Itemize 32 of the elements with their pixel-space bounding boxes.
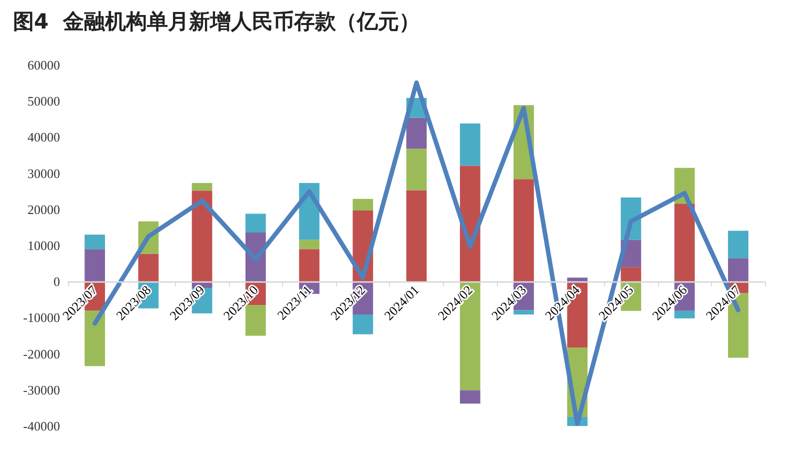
bar (406, 190, 427, 282)
bar (352, 198, 374, 210)
bar (406, 118, 427, 149)
bar (192, 190, 212, 282)
bar (674, 204, 695, 282)
y-tick-label: 50000 (28, 94, 60, 109)
bar (299, 240, 320, 250)
y-tick-label: 10000 (28, 238, 60, 253)
bar (460, 123, 480, 166)
y-tick-label: 0 (54, 274, 60, 290)
y-tick-label: -30000 (23, 382, 60, 398)
y-tick-label: -10000 (23, 310, 60, 326)
bar (620, 267, 642, 282)
y-tick-label: 30000 (28, 166, 60, 181)
y-tick-label: 60000 (28, 58, 60, 72)
bar (245, 214, 266, 233)
bar (84, 249, 105, 282)
bar (299, 249, 320, 282)
bar (84, 234, 105, 250)
bar (406, 148, 427, 190)
chart-title: 图4 金融机构单月新增人民币存款（亿元） (13, 10, 420, 34)
bar (728, 230, 748, 258)
bar (514, 179, 534, 282)
bar (728, 258, 748, 282)
y-tick-label: 40000 (28, 130, 60, 145)
y-tick-label: -40000 (23, 418, 60, 434)
bar (567, 278, 588, 282)
bar (138, 254, 159, 282)
bar (192, 183, 212, 191)
y-tick-label: -20000 (23, 346, 60, 362)
bar (460, 390, 480, 404)
y-tick-label: 20000 (28, 202, 60, 217)
